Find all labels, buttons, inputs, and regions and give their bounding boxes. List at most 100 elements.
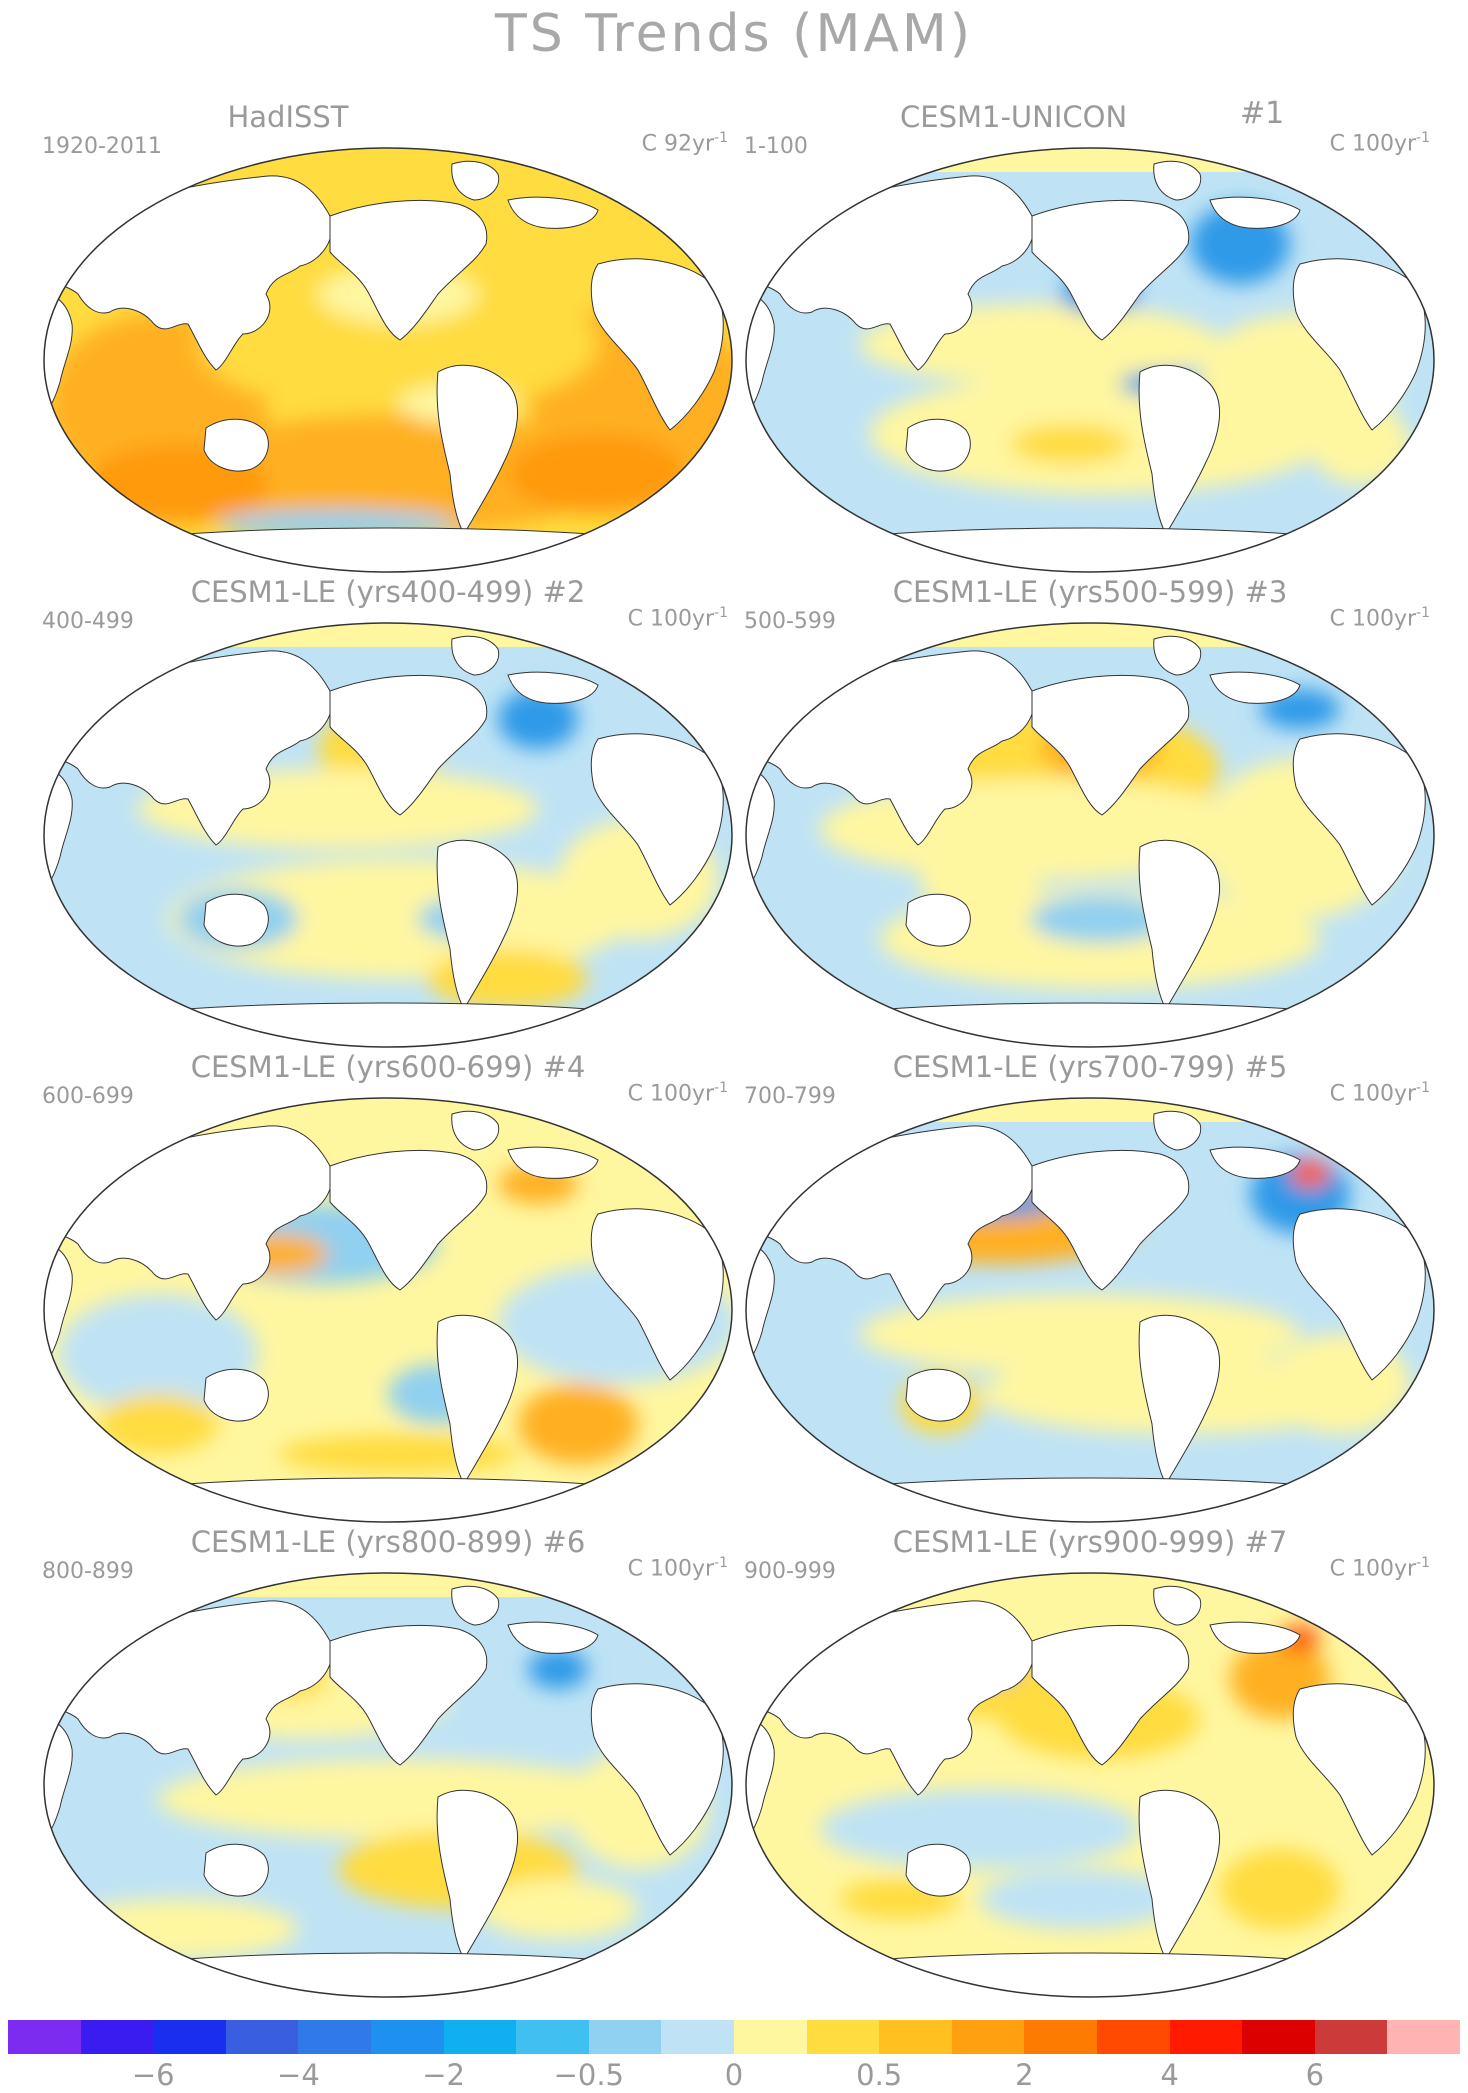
map-frame — [745, 1097, 1435, 1523]
land-greenland — [1153, 1110, 1202, 1151]
colorbar-swatch — [370, 2020, 444, 2054]
land-namerica — [1031, 199, 1190, 341]
map-panel: CESM1-UNICON #1 1-100 C 100yr-1 — [740, 96, 1440, 580]
map-panel: HadISST 1920-2011 C 92yr-1 — [38, 100, 738, 580]
units-label: C 100yr-1 — [627, 605, 728, 632]
colorbar-swatch — [879, 2020, 952, 2054]
panel-title: HadISST — [227, 100, 349, 134]
units-label: C 92yr-1 — [641, 130, 728, 157]
land-europe — [507, 1146, 599, 1179]
land-greenland — [1153, 160, 1202, 201]
land-namerica — [1031, 674, 1190, 816]
colorbar-tick-label: −6 — [131, 2058, 175, 2092]
colorbar-swatch — [733, 2020, 807, 2054]
trend-anomaly — [58, 1899, 298, 1959]
land-australia — [203, 893, 269, 947]
colorbar-swatch — [80, 2020, 154, 2054]
land-samerica — [1138, 1789, 1221, 1961]
panel-title: CESM1-LE (yrs700-799) #5 — [892, 1050, 1288, 1084]
panel-title: CESM1-UNICON — [900, 100, 1128, 134]
land-australia — [905, 1843, 971, 1897]
units-label: C 100yr-1 — [627, 1555, 728, 1582]
map-panel: CESM1-LE (yrs400-499) #2 400-499 C 100yr-1 — [38, 575, 738, 1055]
period-label: 400-499 — [42, 609, 134, 634]
colorbar-swatch — [153, 2020, 226, 2054]
period-label: 800-899 — [42, 1559, 134, 1584]
period-label: 900-999 — [744, 1559, 836, 1584]
map-frame — [43, 622, 733, 1048]
land-antarctica — [126, 1477, 650, 1522]
colorbar-ticks: −6 −4 −2 −0.5 0 0.5 2 4 6 — [8, 2058, 1460, 2092]
colorbar-swatch — [225, 2020, 299, 2054]
map-frame — [43, 147, 733, 573]
colorbar-swatch — [1096, 2020, 1170, 2054]
trend-anomaly — [498, 689, 578, 749]
land-europe — [1209, 196, 1301, 229]
land-europe — [1209, 1621, 1301, 1654]
period-label: 600-699 — [42, 1084, 134, 1109]
land-namerica — [329, 674, 488, 816]
world-map — [43, 147, 733, 573]
units-label: C 100yr-1 — [1329, 605, 1430, 632]
land-samerica — [436, 1789, 519, 1961]
land-antarctica — [126, 527, 650, 572]
trend-anomaly — [508, 434, 688, 514]
world-map — [43, 622, 733, 1048]
trend-anomaly — [1030, 895, 1170, 943]
land-greenland — [451, 160, 500, 201]
trend-anomaly — [1010, 424, 1130, 464]
trend-anomaly — [158, 1759, 638, 1839]
land-africaR — [590, 733, 724, 906]
land-europe — [1209, 671, 1301, 704]
trend-anomaly — [1290, 1160, 1330, 1188]
world-map — [745, 147, 1435, 573]
land-australia — [203, 1843, 269, 1897]
colorbar-swatch — [1314, 2020, 1388, 2054]
land-africaR — [590, 1683, 724, 1856]
land-antarctica — [828, 1002, 1352, 1047]
world-map — [43, 1572, 733, 1998]
world-map — [43, 1097, 733, 1523]
land-antarctica — [828, 1952, 1352, 1997]
units-label: C 100yr-1 — [1329, 1555, 1430, 1582]
colorbar-swatch — [8, 2020, 81, 2054]
colorbar-swatch — [516, 2020, 589, 2054]
colorbar-swatch — [806, 2020, 880, 2054]
land-antarctica — [828, 1477, 1352, 1522]
land-namerica — [1031, 1149, 1190, 1291]
map-frame — [43, 1097, 733, 1523]
trend-anomaly — [98, 1394, 218, 1454]
trend-anomaly — [980, 1869, 1180, 1929]
period-label: 500-599 — [744, 609, 836, 634]
land-greenland — [1153, 1585, 1202, 1626]
colorbar-swatch — [1024, 2020, 1097, 2054]
panel-title: CESM1-LE (yrs400-499) #2 — [190, 575, 586, 609]
land-africaR — [1292, 733, 1426, 906]
trend-anomaly — [528, 1649, 588, 1689]
land-europe — [1209, 1146, 1301, 1179]
world-map — [745, 622, 1435, 1048]
land-samerica — [1138, 1314, 1221, 1486]
land-samerica — [1138, 839, 1221, 1011]
map-panel: CESM1-LE (yrs600-699) #4 600-699 C 100yr-1 — [38, 1050, 738, 1530]
units-label: C 100yr-1 — [1329, 130, 1430, 157]
panel-title: CESM1-LE (yrs800-899) #6 — [190, 1525, 586, 1559]
land-europe — [507, 671, 599, 704]
colorbar-tick-label: −4 — [277, 2058, 320, 2092]
colorbar-swatch — [661, 2020, 734, 2054]
land-antarctica — [126, 1952, 650, 1997]
land-greenland — [451, 1110, 500, 1151]
colorbar-swatch — [298, 2020, 371, 2054]
land-samerica — [436, 839, 519, 1011]
colorbar-swatch — [1169, 2020, 1243, 2054]
colorbar-swatch — [951, 2020, 1025, 2054]
land-greenland — [451, 1585, 500, 1626]
land-australia — [905, 1368, 971, 1422]
colorbar-swatch — [1242, 2020, 1315, 2054]
land-namerica — [329, 199, 488, 341]
units-label: C 100yr-1 — [1329, 1080, 1430, 1107]
colorbar-swatch — [1387, 2020, 1460, 2054]
land-antarctica — [126, 1002, 650, 1047]
colorbar-tick-label: 0.5 — [856, 2058, 903, 2092]
colorbar-tick-label: 2 — [1015, 2058, 1034, 2092]
